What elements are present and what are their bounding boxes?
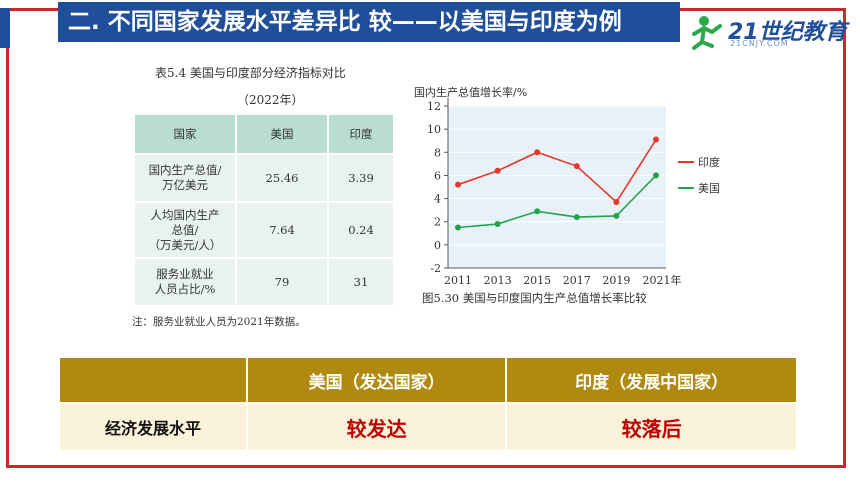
data-point: [455, 224, 461, 231]
data-point: [573, 214, 580, 221]
y-tick-label: 2: [434, 216, 441, 229]
cell-india: 31: [327, 257, 395, 307]
x-tick-label: 2011: [444, 274, 472, 287]
slide-title: 二. 不同国家发展水平差异比 较——以美国与印度为例: [58, 2, 680, 42]
summary-header-us: 美国（发达国家）: [245, 356, 508, 404]
summary-header-india: 印度（发展中国家）: [505, 356, 798, 404]
table-caption: 表5.4 美国与印度部分经济指标对比: [155, 66, 346, 80]
x-tick-label: 2019: [602, 274, 630, 287]
data-point: [534, 208, 541, 215]
y-tick-label: 8: [434, 146, 441, 159]
data-point: [534, 149, 541, 156]
cell-us: 7.64: [235, 201, 329, 259]
data-point: [494, 167, 501, 174]
runner-logo-icon: [692, 16, 722, 50]
data-point: [455, 181, 461, 188]
y-tick-label: 10: [427, 123, 441, 136]
summary-header-row: 美国（发达国家） 印度（发展中国家）: [58, 356, 798, 404]
legend-label: 印度: [698, 155, 720, 169]
y-tick-label: 6: [434, 169, 441, 182]
x-tick-label: 2013: [484, 274, 512, 287]
header-us: 美国: [235, 113, 329, 155]
row-label: 国内生产总值/万亿美元: [133, 153, 237, 203]
table-row: 人均国内生产 总值/（万美元/人） 7.64 0.24: [133, 201, 395, 259]
data-point: [613, 212, 620, 219]
x-tick-label: 2015: [523, 274, 551, 287]
summary-us-value: 较发达: [245, 402, 508, 452]
data-point: [653, 136, 659, 143]
summary-row: 经济发展水平 较发达 较落后: [58, 402, 798, 452]
table-header-row: 国家 美国 印度: [133, 113, 395, 155]
summary-india-value: 较落后: [505, 402, 798, 452]
series-line-india: [457, 139, 657, 204]
data-point: [573, 163, 580, 170]
cell-india: 0.24: [327, 201, 395, 259]
y-axis-label: 国内生产总值增长率/%: [414, 85, 527, 99]
row-label: 服务业就业 人员占比/%: [133, 257, 237, 307]
cell-us: 25.46: [235, 153, 329, 203]
table-row: 国内生产总值/万亿美元 25.46 3.39: [133, 153, 395, 203]
x-tick-label: 2021年: [643, 273, 682, 287]
table-row: 服务业就业 人员占比/% 79 31: [133, 257, 395, 307]
data-point: [613, 199, 620, 206]
chart-caption: 图5.30 美国与印度国内生产总值增长率比较: [422, 291, 647, 305]
gdp-growth-line-chart: -2 0 2 4 6 8 10 12 2011 2013 2015 2017 2019 2021年 国内生产…: [414, 85, 720, 305]
series-line-us: [457, 174, 657, 229]
economic-indicator-table: 国家 美国 印度 国内生产总值/万亿美元 25.46 3.39 人均国内生产 总值…: [133, 113, 395, 307]
plot-area: [448, 106, 666, 268]
data-point: [494, 221, 501, 228]
cell-india: 3.39: [327, 153, 395, 203]
y-tick-label: 12: [427, 100, 441, 113]
row-label: 人均国内生产 总值/（万美元/人）: [133, 201, 237, 259]
x-tick-label: 2017: [563, 274, 591, 287]
left-accent-bar: [0, 8, 10, 48]
summary-table: 美国（发达国家） 印度（发展中国家） 经济发展水平 较发达 较落后: [58, 356, 798, 452]
cell-us: 79: [235, 257, 329, 307]
summary-row-label: 经济发展水平: [58, 402, 248, 452]
data-point: [653, 172, 659, 179]
y-tick-label: 0: [434, 239, 441, 252]
header-india: 印度: [327, 113, 395, 155]
table-note: 注：服务业就业人员为2021年数据。: [132, 316, 306, 328]
table-year: （2022年）: [237, 93, 304, 107]
y-tick-label: 4: [434, 193, 441, 206]
summary-corner: [58, 356, 248, 404]
header-country: 国家: [133, 113, 237, 155]
legend-label: 美国: [698, 182, 720, 195]
logo-subtext: 21CNJY.COM: [730, 39, 789, 48]
logo-text: 21世纪教育: [728, 20, 847, 45]
y-tick-label: -2: [430, 262, 441, 275]
